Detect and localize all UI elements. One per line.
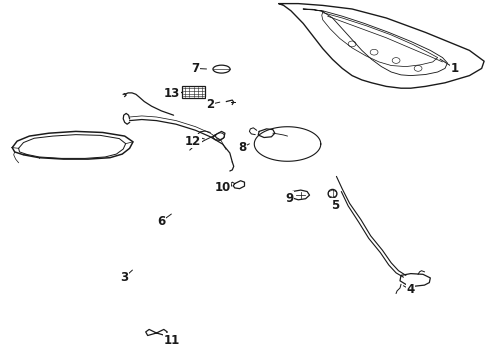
Text: 3: 3 bbox=[121, 271, 128, 284]
Text: 5: 5 bbox=[330, 199, 338, 212]
Text: 4: 4 bbox=[406, 283, 414, 296]
Bar bbox=[182, 86, 205, 98]
Text: 6: 6 bbox=[157, 215, 165, 228]
Text: 13: 13 bbox=[163, 87, 180, 100]
Text: 8: 8 bbox=[238, 141, 245, 154]
Text: 11: 11 bbox=[163, 334, 180, 347]
Text: 10: 10 bbox=[214, 181, 230, 194]
Text: 12: 12 bbox=[184, 135, 201, 148]
Text: 7: 7 bbox=[191, 62, 199, 75]
Text: 2: 2 bbox=[206, 98, 214, 111]
Text: 9: 9 bbox=[285, 192, 293, 204]
Text: 1: 1 bbox=[450, 62, 458, 75]
